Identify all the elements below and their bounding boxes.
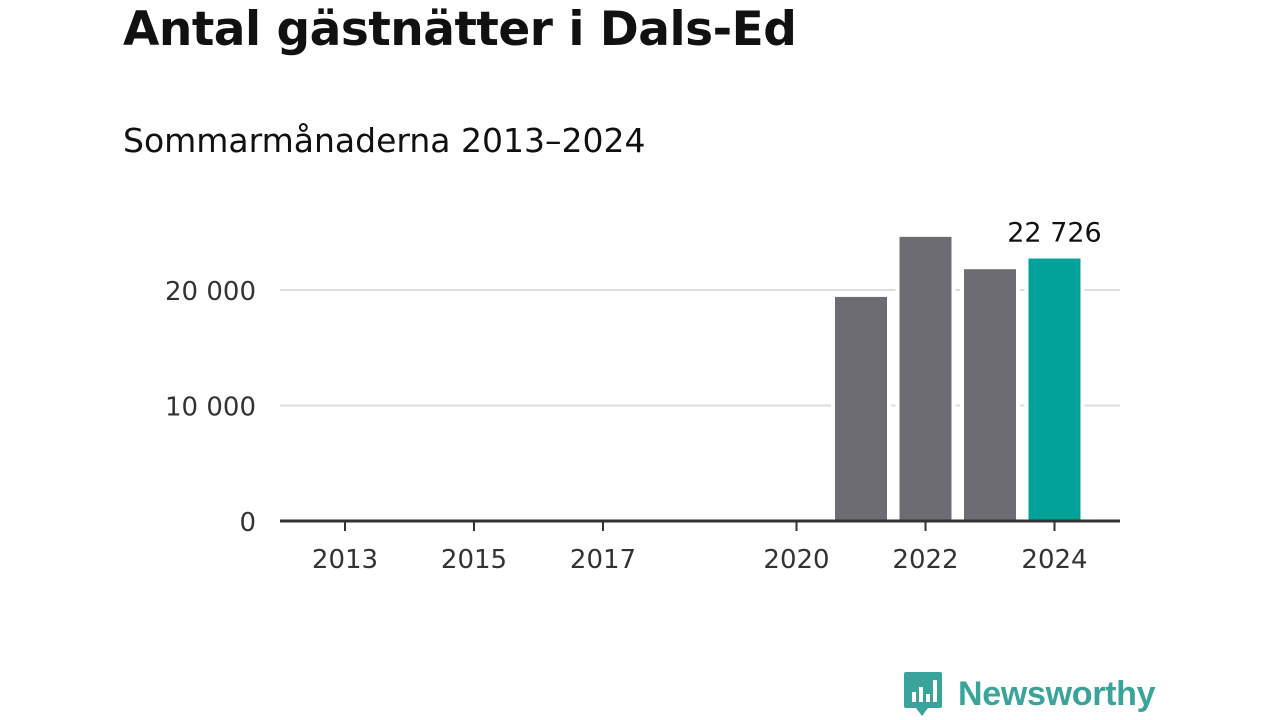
x-tick-label: 2015 (441, 545, 507, 575)
newsworthy-logo: Newsworthy (902, 670, 1156, 718)
bar (899, 236, 952, 521)
bar (835, 296, 887, 521)
data-label: 22 726 (1007, 218, 1101, 249)
bar (964, 269, 1016, 521)
x-tick-label: 2020 (763, 545, 829, 575)
x-tick-label: 2022 (892, 545, 958, 575)
bar-chart-speech-bubble-icon (904, 672, 942, 716)
bar-highlight (1028, 258, 1081, 521)
chart-title: Antal gästnätter i Dals-Ed (123, 2, 797, 57)
chart-subtitle: Sommarmånaderna 2013–2024 (123, 121, 646, 160)
x-tick-label: 2024 (1021, 545, 1087, 575)
brand-name: Newsworthy (958, 674, 1156, 713)
bar-chart: 0 10 000 20 000 22 726 2013 2015 2017 2020 2022 2… (165, 218, 1120, 575)
y-tick-label: 10 000 (165, 393, 256, 423)
x-tick-label: 2017 (570, 545, 636, 575)
y-tick-label: 20 000 (165, 277, 256, 307)
y-tick-label: 0 (239, 508, 256, 538)
x-tick-label: 2013 (312, 545, 378, 575)
